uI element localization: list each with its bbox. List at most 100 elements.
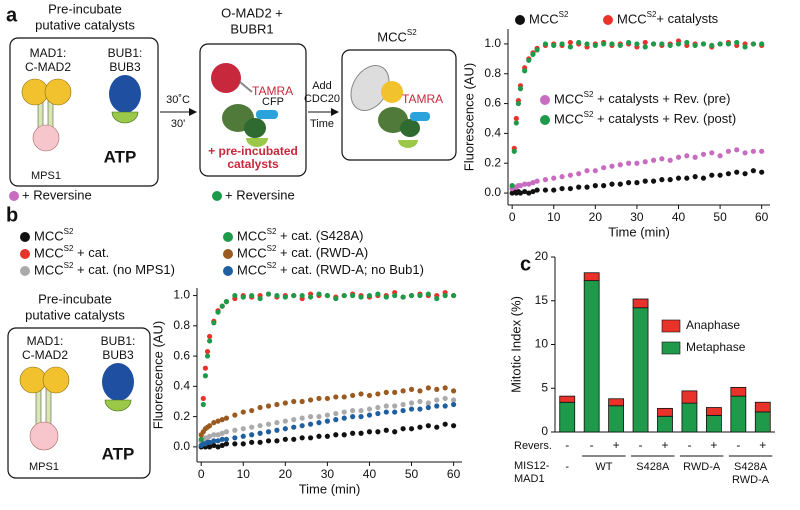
- condition: Add: [312, 80, 332, 92]
- data-point: [383, 409, 389, 415]
- x-axis-label: Time (min): [608, 224, 670, 239]
- data-point: [667, 177, 673, 183]
- protein-label: BUB1:: [108, 46, 143, 60]
- box-title: MCCS2: [377, 28, 417, 44]
- legend-label: MCCS2 + cat. (RWD-A; no Bub1): [237, 261, 424, 277]
- data-point: [408, 386, 415, 392]
- data-point: [249, 424, 255, 430]
- legend-label: MCCS2 + cat. (S428A): [237, 227, 363, 243]
- data-point: [692, 42, 698, 49]
- x-tick-label: 50: [713, 210, 727, 224]
- data-point: [265, 403, 272, 409]
- data-point: [307, 421, 314, 427]
- data-point: [667, 42, 673, 49]
- data-point: [211, 432, 217, 438]
- data-point: [417, 292, 423, 299]
- data-point: [511, 148, 517, 154]
- x-tick-label: +: [661, 438, 668, 452]
- data-point: [200, 395, 206, 402]
- data-point: [219, 417, 225, 423]
- bar-segment: [730, 395, 747, 433]
- data-point: [274, 292, 280, 299]
- x-tick-label: -: [639, 438, 643, 452]
- data-point: [576, 171, 582, 177]
- data-point: [249, 439, 255, 445]
- reversine-dot: [9, 191, 19, 201]
- bar-segment: [754, 401, 771, 413]
- data-point: [265, 438, 272, 444]
- data-point: [274, 427, 280, 433]
- legend-marker: [223, 232, 233, 242]
- data-point: [282, 436, 288, 442]
- data-point: [442, 403, 448, 409]
- data-point: [375, 291, 381, 297]
- y-tick-label: 0.8: [484, 66, 501, 80]
- data-point: [316, 414, 322, 420]
- data-point: [299, 398, 305, 405]
- data-point: [383, 294, 389, 300]
- legend-marker: [20, 266, 30, 276]
- condition: Time: [310, 118, 334, 130]
- data-point: [358, 430, 364, 436]
- data-point: [324, 395, 330, 402]
- data-point: [567, 44, 573, 50]
- legend-marker: [540, 95, 550, 105]
- data-point: [450, 397, 457, 403]
- data-point: [400, 407, 406, 414]
- data-point: [626, 39, 632, 46]
- data-point: [341, 394, 347, 400]
- x-tick-label: -: [565, 438, 569, 452]
- y-tick-label: 1.0: [484, 36, 501, 50]
- data-point: [207, 333, 213, 340]
- data-point: [626, 180, 632, 186]
- x-tick-label: +: [759, 438, 766, 452]
- data-point: [542, 187, 549, 193]
- data-point: [517, 183, 524, 189]
- data-point: [198, 436, 204, 442]
- data-point: [211, 420, 217, 426]
- data-point: [307, 414, 314, 420]
- data-point: [725, 171, 732, 177]
- data-point: [333, 394, 339, 400]
- x-tick-label: 40: [672, 210, 686, 224]
- data-point: [200, 401, 206, 408]
- bar-segment: [705, 407, 722, 416]
- atp-label: ATP: [104, 147, 137, 166]
- x-tick-label: +: [710, 438, 717, 452]
- data-point: [358, 407, 364, 414]
- data-point: [350, 407, 356, 414]
- data-point: [534, 178, 540, 184]
- data-point: [617, 42, 623, 49]
- data-point: [282, 400, 288, 406]
- data-point: [609, 41, 615, 47]
- data-point: [734, 169, 740, 175]
- row-label: MIS12-: [514, 460, 550, 472]
- bar-segment: [632, 307, 649, 433]
- data-point: [350, 430, 356, 436]
- data-point: [659, 177, 665, 183]
- data-point: [609, 181, 615, 187]
- data-point: [207, 433, 213, 439]
- y-axis-label: Mitotic Index (%): [508, 296, 523, 393]
- data-point: [207, 338, 213, 344]
- data-point: [249, 292, 255, 299]
- note: + pre-incubated: [208, 144, 298, 158]
- data-point: [675, 175, 682, 181]
- x-tick-label: 20: [589, 210, 603, 224]
- data-point: [530, 188, 536, 195]
- data-point: [257, 423, 263, 429]
- data-point: [219, 303, 225, 309]
- data-point: [215, 438, 221, 444]
- x-axis-label: Time (min): [299, 481, 361, 496]
- data-point: [383, 427, 389, 433]
- data-point: [425, 423, 431, 429]
- data-point: [650, 41, 657, 47]
- data-point: [717, 41, 723, 47]
- data-point: [442, 292, 448, 299]
- x-tick-label: 30: [321, 467, 335, 481]
- y-tick-label: 10: [535, 337, 549, 351]
- data-point: [530, 180, 536, 186]
- data-point: [526, 57, 532, 63]
- data-point: [232, 427, 238, 433]
- legend-marker: [20, 249, 30, 259]
